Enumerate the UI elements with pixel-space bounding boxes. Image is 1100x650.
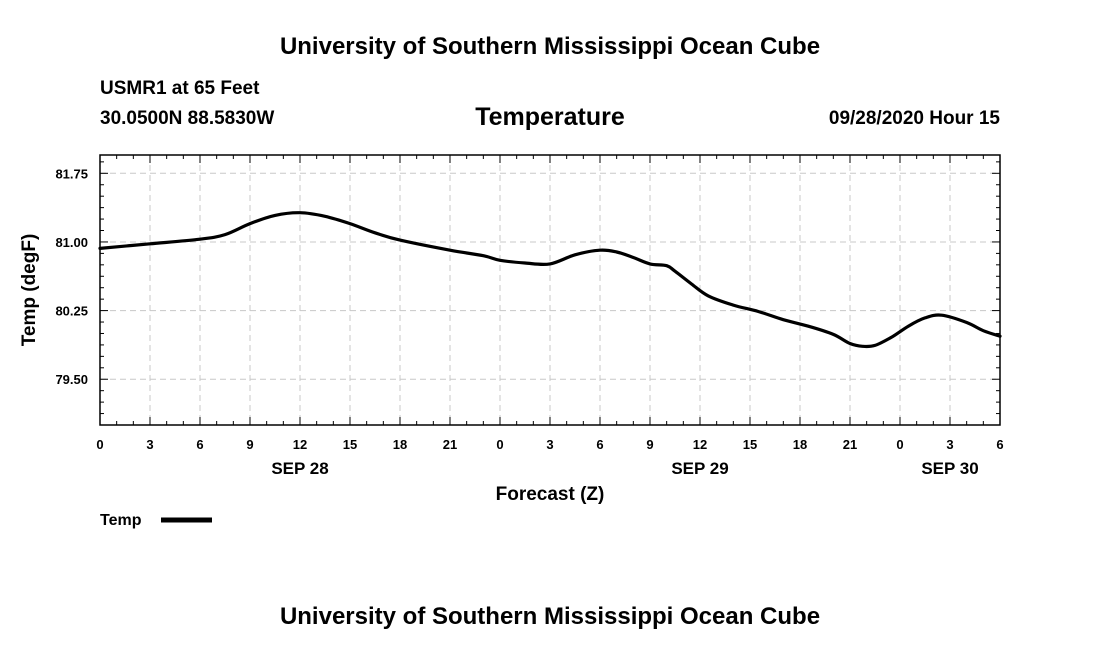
temp-data-point xyxy=(690,283,693,285)
chart-title: Temperature xyxy=(475,103,625,131)
temp-series-line xyxy=(98,211,1002,349)
temp-data-point xyxy=(832,333,835,336)
x-tick-label: 12 xyxy=(693,437,707,452)
temp-data-point xyxy=(299,211,301,214)
x-tick-label: 3 xyxy=(946,437,953,452)
temp-data-point xyxy=(874,344,876,347)
temp-data-point xyxy=(732,304,735,306)
y-tick-label: 81.00 xyxy=(55,235,88,250)
temp-data-point xyxy=(707,295,710,297)
temp-data-point xyxy=(757,310,760,313)
location-label: 30.0500N 88.5830W xyxy=(100,108,274,129)
x-tick-label: 15 xyxy=(743,437,757,452)
temp-data-point xyxy=(649,263,651,265)
temp-data-point xyxy=(399,239,401,241)
y-tick-label: 80.25 xyxy=(55,304,88,319)
temp-data-point xyxy=(674,270,676,273)
top-title: University of Southern Mississippi Ocean… xyxy=(280,33,820,60)
temp-data-point xyxy=(199,238,201,240)
station-label: USMR1 at 65 Feet xyxy=(100,78,260,99)
date-labels: SEP 28 SEP 29 SEP 30 xyxy=(271,459,978,478)
temp-data-point xyxy=(149,243,151,245)
bottom-title: University of Southern Mississippi Ocean… xyxy=(280,603,820,630)
temp-data-point xyxy=(374,232,376,234)
temp-data-point xyxy=(324,215,326,218)
date-label: SEP 29 xyxy=(671,459,728,478)
timestamp-label: 09/28/2020 Hour 15 xyxy=(829,108,1001,129)
y-axis-label: Temp (degF) xyxy=(19,234,40,347)
temp-data-point xyxy=(982,329,985,332)
legend: Temp xyxy=(100,512,212,529)
temp-data-point xyxy=(632,256,635,259)
temp-data-point xyxy=(224,233,226,236)
temp-data-point xyxy=(549,263,551,265)
x-tick-label: 6 xyxy=(196,437,203,452)
x-tick-label: 3 xyxy=(146,437,153,452)
x-tick-label: 9 xyxy=(246,437,253,452)
x-axis-label: Forecast (Z) xyxy=(496,484,605,505)
temp-data-point xyxy=(890,336,893,338)
x-tick-label: 15 xyxy=(343,437,357,452)
x-tick-label: 21 xyxy=(443,437,457,452)
y-tick-labels: 79.50 80.25 81.00 81.75 xyxy=(55,166,88,387)
y-tick-label: 79.50 xyxy=(55,372,88,387)
series-group xyxy=(98,211,1002,349)
temp-data-point xyxy=(482,254,485,257)
temp-data-point xyxy=(940,314,943,317)
x-tick-label: 6 xyxy=(996,437,1003,452)
temp-data-point xyxy=(574,254,576,256)
x-tick-label: 18 xyxy=(393,437,407,452)
temp-data-point xyxy=(249,222,251,225)
temp-data-point xyxy=(349,222,351,225)
x-tick-label: 0 xyxy=(496,437,503,452)
temp-data-point xyxy=(907,325,910,328)
x-tick-labels: 0 3 6 9 12 15 18 21 0 3 6 9 12 15 18 21 0 3 6 xyxy=(96,437,1003,452)
temp-data-point xyxy=(849,342,851,345)
x-tick-label: 3 xyxy=(546,437,553,452)
temp-data-point xyxy=(274,214,276,217)
x-tick-label: 0 xyxy=(896,437,903,452)
date-label: SEP 30 xyxy=(921,459,978,478)
temp-data-point xyxy=(524,262,526,264)
date-label: SEP 28 xyxy=(271,459,328,478)
y-tick-label: 81.75 xyxy=(55,166,88,181)
temp-data-point xyxy=(782,318,785,321)
x-tick-label: 18 xyxy=(793,437,807,452)
temp-data-point xyxy=(449,249,451,251)
temp-data-point xyxy=(924,317,926,319)
x-tick-label: 0 xyxy=(96,437,103,452)
plot-frame xyxy=(99,154,1001,426)
x-tick-label: 6 xyxy=(596,437,603,452)
grid-lines xyxy=(100,155,1000,425)
temp-data-point xyxy=(499,259,501,262)
x-tick-label: 21 xyxy=(843,437,857,452)
legend-label: Temp xyxy=(100,512,142,529)
temp-data-point xyxy=(599,249,601,251)
temp-data-point xyxy=(665,264,668,267)
x-tick-label: 12 xyxy=(293,437,307,452)
temp-data-point xyxy=(861,345,864,348)
temp-data-point xyxy=(807,325,810,328)
temp-data-point xyxy=(965,321,968,324)
temp-data-point xyxy=(615,251,618,253)
x-tick-label: 9 xyxy=(646,437,653,452)
